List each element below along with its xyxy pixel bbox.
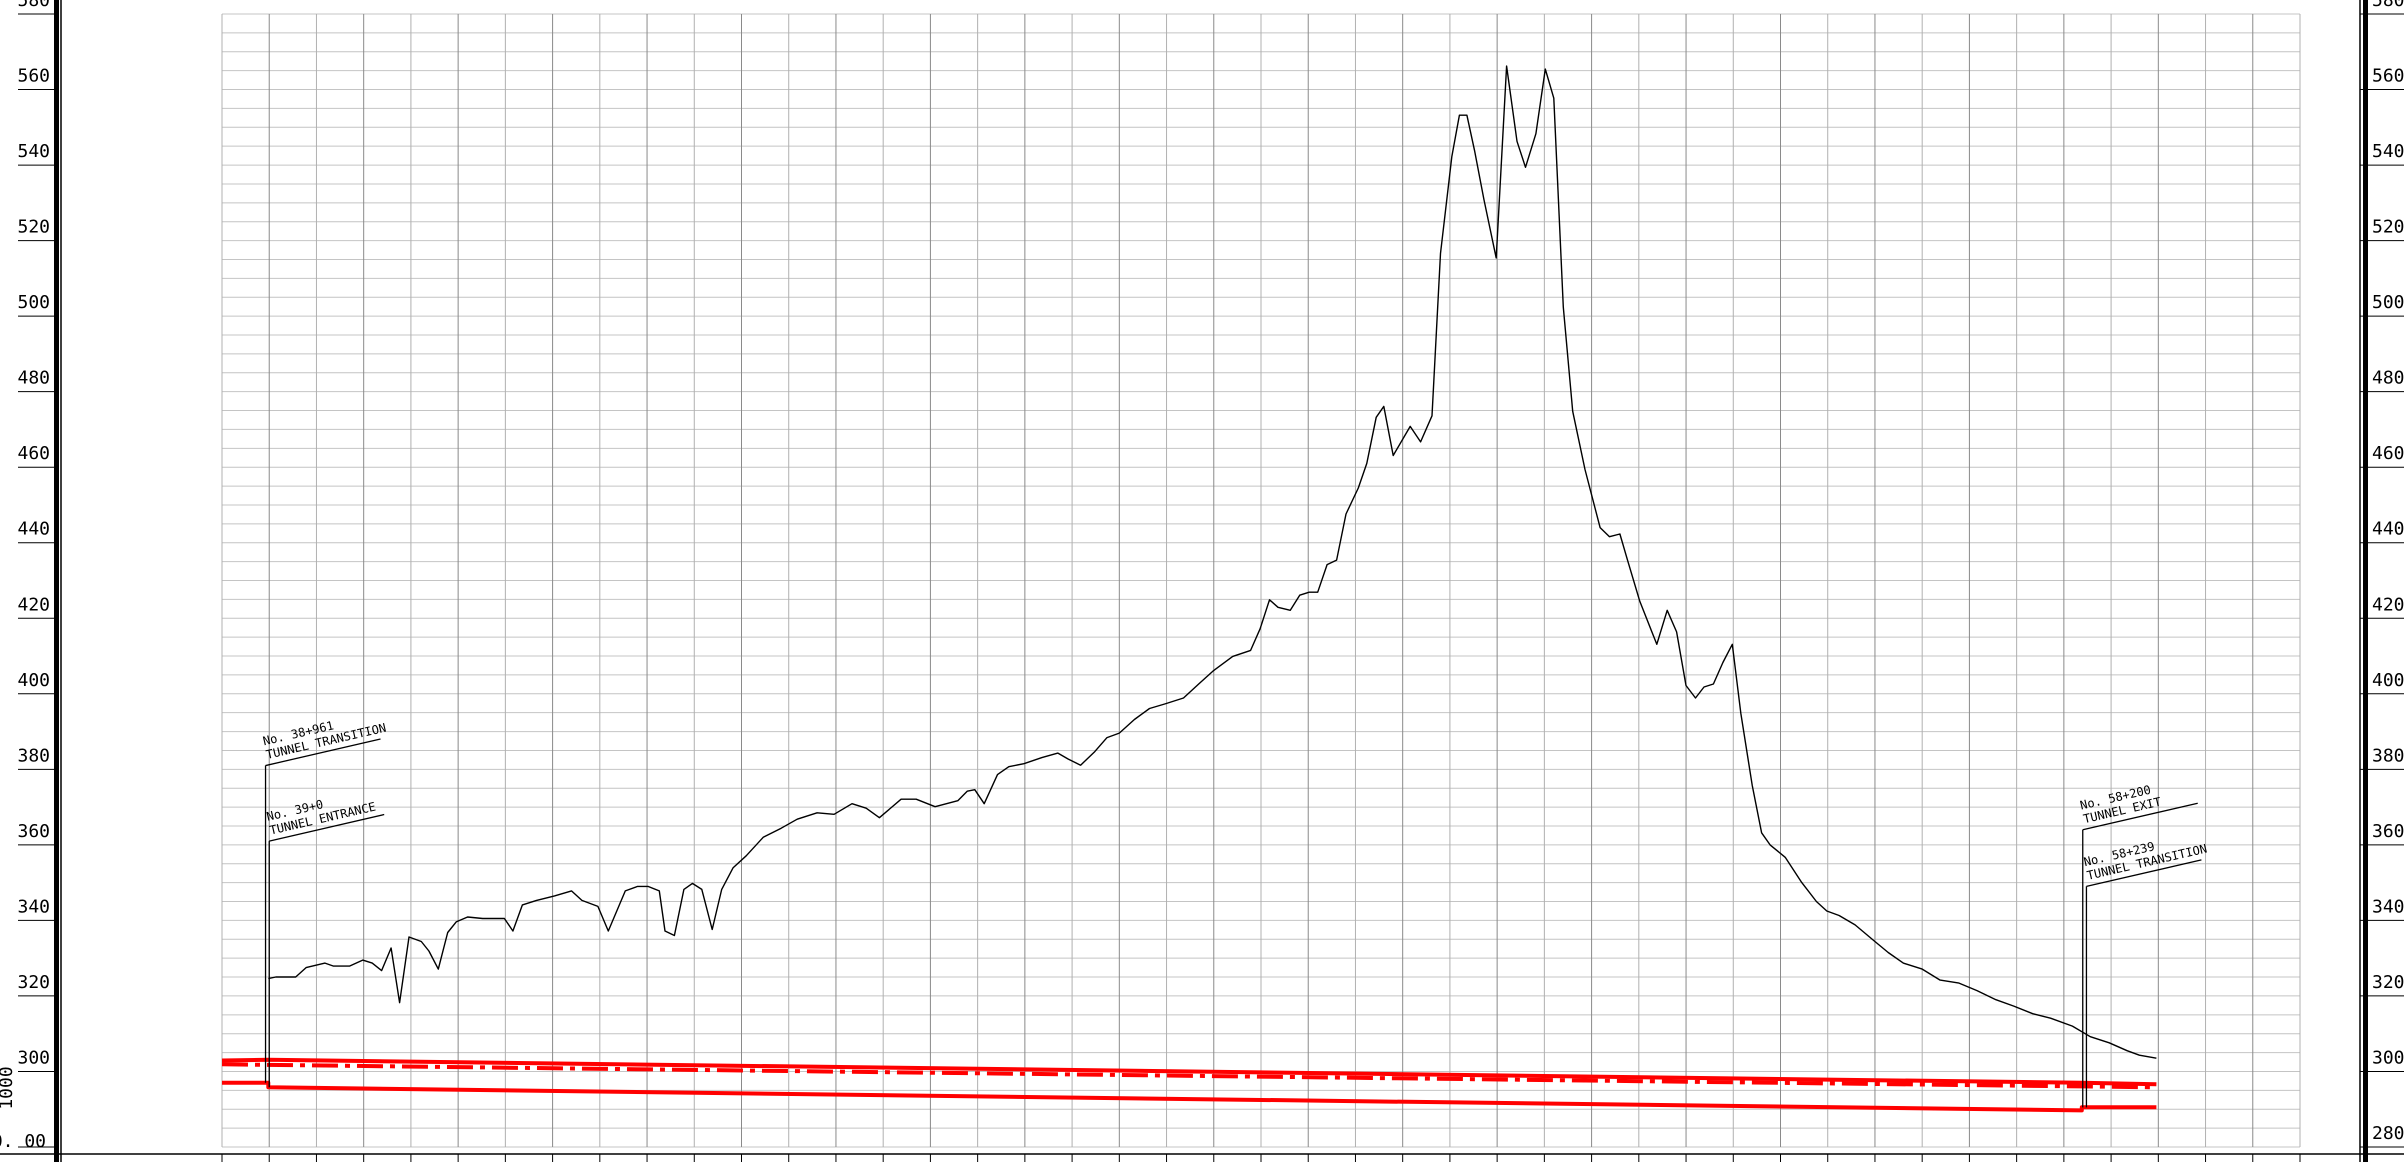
y-tick-label: 520 bbox=[17, 217, 50, 238]
y-tick-label: 460 bbox=[17, 443, 50, 464]
y-tick-label: 440 bbox=[17, 519, 50, 540]
station-leader bbox=[269, 813, 385, 842]
y-tick-label: 280. 00 bbox=[0, 1131, 46, 1152]
y2-tick-label: 460 bbox=[2372, 443, 2404, 464]
station-leader bbox=[265, 738, 381, 767]
scale-note: 1000 bbox=[0, 1066, 17, 1109]
tunnel-line bbox=[221, 1057, 2157, 1087]
y-tick-label: 420 bbox=[17, 594, 50, 615]
y2-tick-label: 280 bbox=[2372, 1123, 2404, 1144]
right-ruler bbox=[2363, 0, 2368, 1162]
y2-tick-label: 440 bbox=[2372, 519, 2404, 540]
y-tick-label: 540 bbox=[17, 141, 50, 162]
y2-tick-label: 580 bbox=[2372, 0, 2404, 11]
y-tick-label: 360 bbox=[17, 821, 50, 842]
y2-tick-label: 320 bbox=[2372, 972, 2404, 993]
y2-tick-label: 500 bbox=[2372, 292, 2404, 313]
ground-profile bbox=[268, 65, 2157, 1059]
tunnel-line bbox=[222, 1080, 2157, 1113]
y-tick-label: 560 bbox=[17, 66, 50, 87]
station-leader bbox=[2082, 802, 2198, 831]
y-tick-label: 300 bbox=[17, 1047, 50, 1068]
tunnel-line bbox=[221, 1062, 2157, 1090]
y-tick-label: 340 bbox=[17, 896, 50, 917]
y2-tick-label: 420 bbox=[2372, 594, 2404, 615]
y-tick-label: 400 bbox=[17, 670, 50, 691]
y-tick-label: 380 bbox=[17, 745, 50, 766]
station-leader bbox=[2086, 859, 2202, 888]
y2-tick-label: 400 bbox=[2372, 670, 2404, 691]
y2-tick-label: 560 bbox=[2372, 66, 2404, 87]
y-tick-label: 580 bbox=[17, 0, 50, 11]
y2-tick-label: 480 bbox=[2372, 368, 2404, 389]
left-ruler bbox=[54, 0, 59, 1162]
y-tick-label: 320 bbox=[17, 972, 50, 993]
y2-tick-label: 380 bbox=[2372, 745, 2404, 766]
y-tick-label: 500 bbox=[17, 292, 50, 313]
y2-tick-label: 520 bbox=[2372, 217, 2404, 238]
y2-tick-label: 540 bbox=[2372, 141, 2404, 162]
y2-tick-label: 360 bbox=[2372, 821, 2404, 842]
y2-tick-label: 300 bbox=[2372, 1047, 2404, 1068]
y2-tick-label: 340 bbox=[2372, 896, 2404, 917]
y-tick-label: 480 bbox=[17, 368, 50, 389]
